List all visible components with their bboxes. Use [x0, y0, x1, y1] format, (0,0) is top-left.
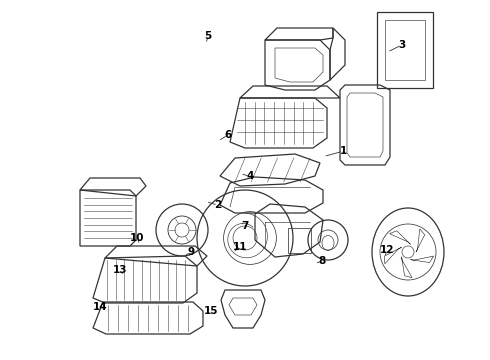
Text: 6: 6 — [224, 130, 231, 140]
Text: 9: 9 — [188, 247, 195, 257]
Text: 10: 10 — [130, 233, 145, 243]
Text: 2: 2 — [215, 200, 221, 210]
Text: 4: 4 — [246, 171, 254, 181]
Text: 14: 14 — [93, 302, 108, 312]
Text: 11: 11 — [233, 242, 247, 252]
Text: 1: 1 — [340, 146, 346, 156]
Text: 15: 15 — [203, 306, 218, 316]
Text: 13: 13 — [113, 265, 127, 275]
Text: 5: 5 — [205, 31, 212, 41]
Text: 3: 3 — [398, 40, 405, 50]
Text: 7: 7 — [241, 221, 249, 231]
Text: 12: 12 — [380, 245, 394, 255]
Text: 8: 8 — [319, 256, 326, 266]
